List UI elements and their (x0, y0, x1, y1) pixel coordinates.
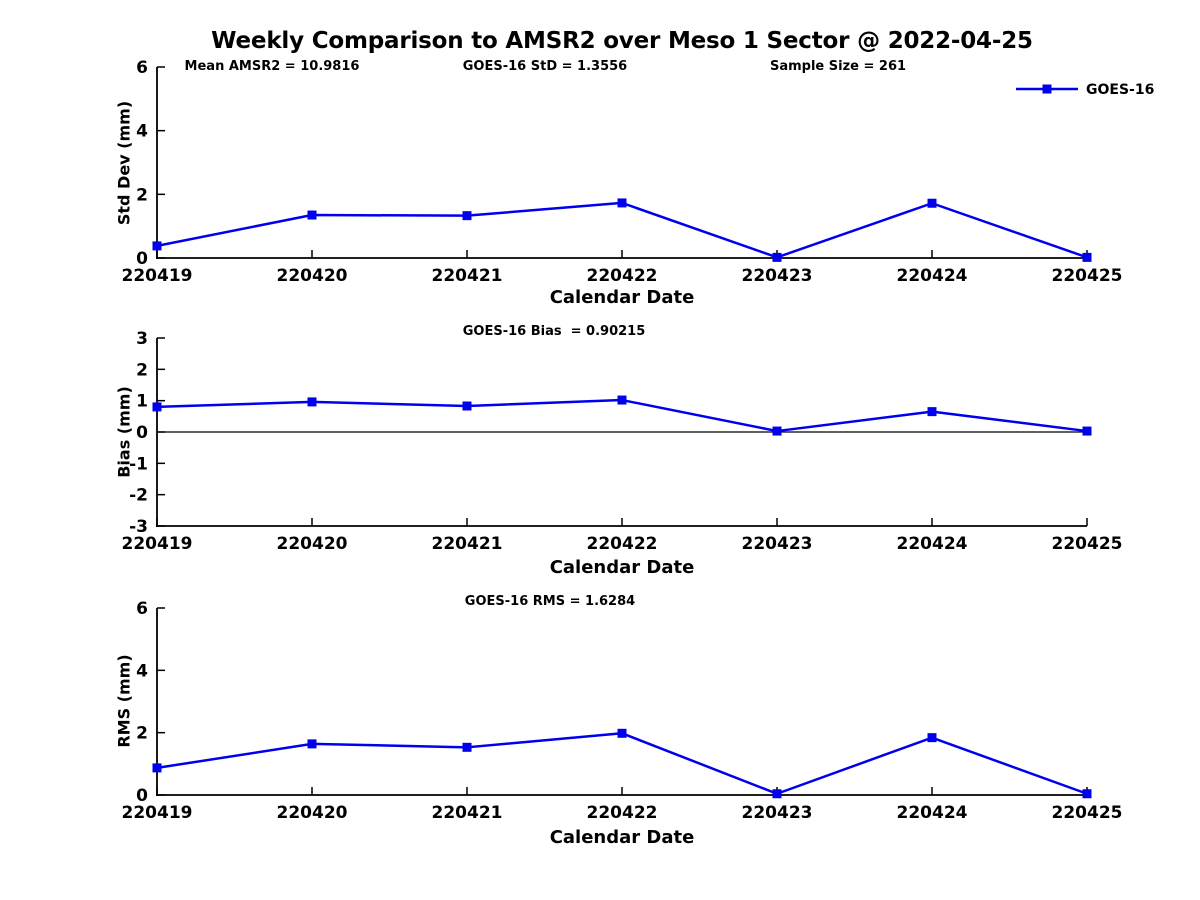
x-tick-label: 220423 (742, 266, 813, 286)
series-line (156, 201, 1088, 259)
series-marker (152, 402, 162, 412)
y-tick-label: 0 (136, 423, 148, 443)
bias-y-axis-label: Bias (mm) (114, 386, 134, 478)
x-tick-label: 220420 (277, 266, 348, 286)
y-tick-label: -1 (129, 454, 148, 474)
x-tick-label: 220424 (897, 266, 968, 286)
rms-y-axis-label: RMS (mm) (114, 654, 134, 748)
series-marker (617, 395, 627, 405)
series-marker (462, 742, 472, 752)
x-tick-label: 220424 (897, 534, 968, 554)
series-marker (1082, 789, 1092, 799)
series-marker (772, 789, 782, 799)
legend-marker-icon (1042, 84, 1052, 94)
series-marker (307, 210, 317, 220)
x-tick-label: 220421 (432, 534, 503, 554)
x-tick-label: 220419 (122, 803, 193, 823)
annotation-sample-size: Sample Size = 261 (769, 59, 907, 74)
series-marker (152, 241, 162, 251)
series-marker (1082, 426, 1092, 436)
bias-x-axis-label: Calendar Date (549, 557, 695, 578)
y-tick-label: 4 (136, 122, 148, 142)
y-tick-label: 6 (136, 599, 148, 619)
x-tick-label: 220421 (432, 266, 503, 286)
x-tick-label: 220420 (277, 803, 348, 823)
x-tick-label: 220419 (122, 266, 193, 286)
series-marker (772, 252, 782, 262)
x-tick-label: 220422 (587, 534, 658, 554)
bias-subplot-title: GOES-16 Bias = 0.90215 (462, 324, 646, 339)
series-marker (1082, 252, 1092, 262)
series-marker (617, 198, 627, 208)
y-tick-label: 1 (136, 392, 148, 412)
y-tick-label: -3 (129, 517, 148, 537)
series-marker (927, 407, 937, 417)
y-tick-label: 3 (136, 329, 148, 349)
y-tick-label: 2 (136, 360, 148, 380)
x-tick-label: 220425 (1052, 803, 1123, 823)
legend-label: GOES-16 (1086, 82, 1154, 98)
stddev-y-axis-label: Std Dev (mm) (114, 100, 134, 226)
y-tick-label: 0 (136, 786, 148, 806)
y-tick-label: -2 (129, 486, 148, 506)
figure-title: Weekly Comparison to AMSR2 over Meso 1 S… (211, 28, 1033, 54)
x-tick-label: 220423 (742, 534, 813, 554)
y-tick-label: 2 (136, 185, 148, 205)
rms-x-axis-label: Calendar Date (549, 827, 695, 848)
x-tick-label: 220420 (277, 534, 348, 554)
x-tick-label: 220423 (742, 803, 813, 823)
stddev-x-axis-label: Calendar Date (549, 287, 695, 308)
series-marker (462, 401, 472, 411)
series-marker (927, 733, 937, 743)
x-tick-label: 220425 (1052, 534, 1123, 554)
series-line (156, 732, 1088, 796)
x-tick-label: 220424 (897, 803, 968, 823)
series-marker (307, 739, 317, 749)
x-tick-label: 220422 (587, 266, 658, 286)
x-tick-label: 220425 (1052, 266, 1123, 286)
series-marker (927, 198, 937, 208)
series-marker (307, 397, 317, 407)
series-marker (152, 763, 162, 773)
y-tick-label: 4 (136, 661, 148, 681)
annotation-goes16-std: GOES-16 StD = 1.3556 (462, 59, 628, 74)
series-marker (772, 426, 782, 436)
series-marker (617, 728, 627, 738)
y-tick-label: 2 (136, 724, 148, 744)
x-tick-label: 220422 (587, 803, 658, 823)
annotation-mean-amsr2: Mean AMSR2 = 10.9816 (184, 59, 360, 74)
x-tick-label: 220419 (122, 534, 193, 554)
rms-subplot-title: GOES-16 RMS = 1.6284 (464, 594, 636, 609)
series-marker (462, 211, 472, 221)
y-tick-label: 0 (136, 249, 148, 269)
x-tick-label: 220421 (432, 803, 503, 823)
y-tick-label: 6 (136, 58, 148, 78)
series-line (156, 398, 1088, 433)
